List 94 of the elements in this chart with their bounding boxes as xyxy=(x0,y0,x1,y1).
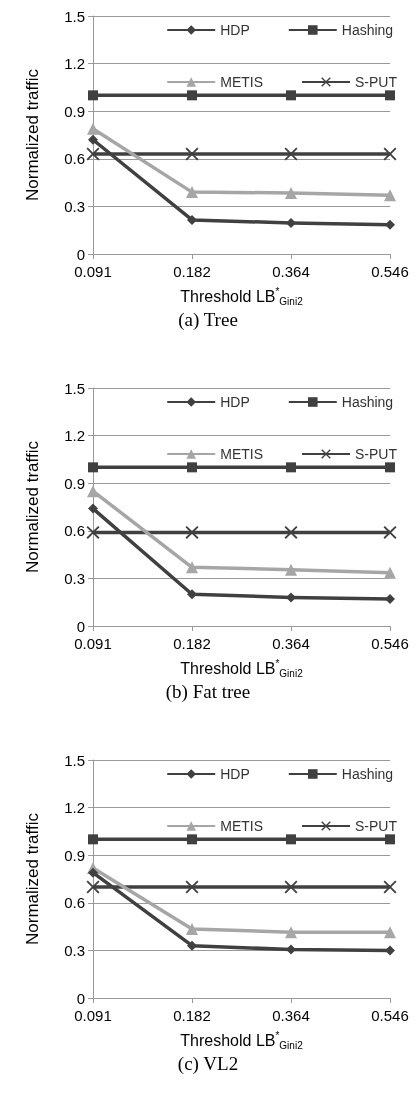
x-tick-label: 0.546 xyxy=(371,635,409,652)
point xyxy=(286,834,296,845)
x-axis-title: Threshold LB*Gini2 xyxy=(180,657,304,679)
point xyxy=(286,462,296,473)
point xyxy=(385,462,395,473)
point xyxy=(285,563,297,576)
point xyxy=(86,880,100,894)
legend-label: S-PUT xyxy=(355,74,398,90)
x-tick-label: 0.091 xyxy=(74,263,112,280)
y-tick-label: 1.2 xyxy=(64,799,85,817)
point xyxy=(88,134,98,145)
x-tick-label: 0.091 xyxy=(74,1007,112,1024)
point xyxy=(88,90,98,101)
x-tick-label: 0.364 xyxy=(272,635,310,652)
point xyxy=(186,561,198,574)
legend-label: HDP xyxy=(220,394,250,410)
legend-label: S-PUT xyxy=(355,446,398,462)
point xyxy=(187,589,197,600)
legend-label: Hashing xyxy=(341,766,394,782)
y-tick-label: 1.5 xyxy=(64,379,85,397)
point xyxy=(88,462,98,473)
y-tick-label: 0.9 xyxy=(64,102,85,120)
y-tick-label: 0.6 xyxy=(64,522,85,540)
point xyxy=(86,147,100,161)
point xyxy=(385,219,395,230)
text: (a) Tree xyxy=(178,309,238,331)
point xyxy=(285,186,297,199)
point xyxy=(384,189,396,202)
point xyxy=(88,867,98,878)
point xyxy=(286,90,296,101)
point xyxy=(88,834,98,845)
point xyxy=(286,592,296,603)
y-axis-title: Normalized traffic xyxy=(23,68,42,201)
y-tick-label: 0 xyxy=(76,617,85,635)
x-tick-label: 0.546 xyxy=(371,263,409,280)
point xyxy=(383,147,397,161)
point xyxy=(185,147,199,161)
y-tick-label: 1.2 xyxy=(64,427,85,445)
x-tick-label: 0.182 xyxy=(173,263,211,280)
point xyxy=(284,880,298,894)
text: (b) Fat tree xyxy=(165,681,251,703)
y-tick-label: 0 xyxy=(76,245,85,263)
x-tick-label: 0.364 xyxy=(272,263,310,280)
point xyxy=(87,122,99,135)
point xyxy=(383,880,397,894)
point xyxy=(187,834,197,845)
legend-label: HDP xyxy=(220,22,250,38)
y-tick-label: 1.2 xyxy=(64,55,85,73)
legend-label: METIS xyxy=(220,446,263,462)
text: (c) VL2 xyxy=(177,1053,239,1075)
y-tick-label: 0.3 xyxy=(64,569,85,587)
legend-label: METIS xyxy=(220,74,263,90)
x-tick-label: 0.546 xyxy=(371,1007,409,1024)
point xyxy=(187,90,197,101)
legend-label: S-PUT xyxy=(355,818,398,834)
y-tick-label: 0.9 xyxy=(64,846,85,864)
point xyxy=(384,566,396,579)
point xyxy=(286,218,296,229)
legend-label: Hashing xyxy=(341,22,394,38)
point xyxy=(385,594,395,605)
x-axis-title: Threshold LB*Gini2 xyxy=(180,1029,304,1051)
y-tick-label: 0.9 xyxy=(64,474,85,492)
point xyxy=(385,945,395,956)
point xyxy=(385,834,395,845)
point xyxy=(186,922,198,935)
x-tick-label: 0.091 xyxy=(74,635,112,652)
y-tick-label: 0.6 xyxy=(64,894,85,912)
y-tick-label: 0.3 xyxy=(64,197,85,215)
point xyxy=(88,503,98,514)
y-axis-title: Normalized traffic xyxy=(23,440,42,573)
y-tick-label: 0 xyxy=(76,989,85,1007)
y-tick-label: 1.5 xyxy=(64,7,85,25)
point xyxy=(186,186,198,199)
point xyxy=(187,940,197,951)
point xyxy=(87,485,99,498)
x-tick-label: 0.182 xyxy=(173,635,211,652)
legend-label: METIS xyxy=(220,818,263,834)
x-axis-title: Threshold LB*Gini2 xyxy=(180,285,304,307)
x-tick-label: 0.182 xyxy=(173,1007,211,1024)
y-tick-label: 0.6 xyxy=(64,150,85,168)
point xyxy=(385,90,395,101)
point xyxy=(187,462,197,473)
point xyxy=(286,944,296,955)
point xyxy=(284,147,298,161)
legend-label: HDP xyxy=(220,766,250,782)
y-tick-label: 1.5 xyxy=(64,751,85,769)
point xyxy=(384,926,396,939)
legend-label: Hashing xyxy=(341,394,394,410)
point xyxy=(185,880,199,894)
x-tick-label: 0.364 xyxy=(272,1007,310,1024)
y-axis-title: Normalized traffic xyxy=(23,812,42,945)
point xyxy=(285,926,297,939)
point xyxy=(187,214,197,225)
y-tick-label: 0.3 xyxy=(64,941,85,959)
